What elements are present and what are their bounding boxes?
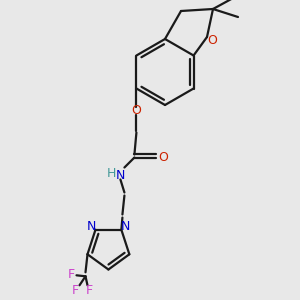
Text: O: O — [158, 151, 168, 164]
Text: N: N — [87, 220, 96, 233]
Text: F: F — [68, 268, 75, 281]
Text: O: O — [131, 104, 141, 117]
Text: F: F — [86, 284, 93, 297]
Text: N: N — [116, 169, 125, 182]
Text: O: O — [207, 34, 217, 46]
Text: F: F — [72, 284, 79, 297]
Text: H: H — [107, 167, 116, 180]
Text: N: N — [121, 220, 130, 233]
